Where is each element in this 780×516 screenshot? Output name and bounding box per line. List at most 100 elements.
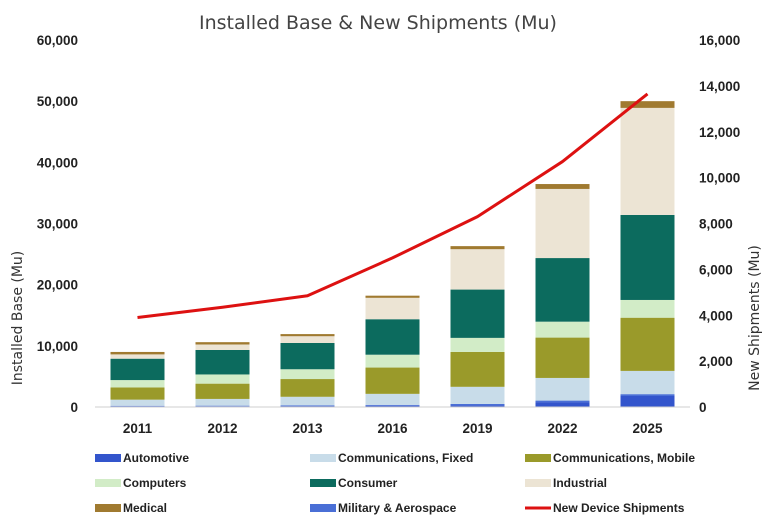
legend-label: Communications, Mobile	[553, 451, 695, 465]
bar-segment	[450, 337, 505, 352]
bar-segment	[450, 249, 505, 290]
legend-swatch	[310, 454, 336, 462]
bar-segment	[110, 358, 165, 381]
y-tick-label: 20,000	[37, 278, 78, 293]
bar-segment	[110, 354, 165, 359]
y2-tick-label: 6,000	[699, 262, 733, 277]
y2-tick-label: 4,000	[699, 308, 733, 323]
right-axis-ticks: 0 2,000 4,000 6,000 8,000 10,000 12,000 14,000 1…	[699, 33, 740, 415]
legend-swatch	[525, 454, 551, 462]
bar-segment	[365, 295, 420, 298]
bar-segment	[450, 246, 505, 250]
bar-segment	[110, 351, 165, 355]
left-axis-label: Installed Base (Mu)	[10, 251, 26, 386]
legend-label: Military & Aerospace	[338, 501, 457, 515]
bar-segment	[365, 405, 420, 407]
bar-segment	[450, 289, 505, 338]
bar-segment	[535, 337, 590, 378]
legend-label: Computers	[123, 476, 187, 490]
left-axis-ticks: 0 10,000 20,000 30,000 40,000 50,000 60,000	[37, 33, 78, 415]
bar-segment	[365, 297, 420, 320]
bar-segment	[280, 342, 335, 370]
bars	[110, 101, 675, 407]
bar-segment	[450, 403, 505, 406]
legend-swatch	[310, 479, 336, 487]
x-tick-label: 2016	[377, 421, 408, 436]
y2-tick-label: 16,000	[699, 33, 740, 48]
bar-segment	[280, 396, 335, 406]
chart-subtitle: Installed Base & New Shipments (Mu)	[199, 12, 557, 34]
bar-segment	[620, 107, 675, 215]
x-tick-label: 2011	[123, 421, 153, 436]
bar-segment	[365, 393, 420, 405]
legend-label: Medical	[123, 501, 167, 515]
bar-segment	[365, 404, 420, 406]
y2-tick-label: 2,000	[699, 354, 733, 369]
y2-tick-label: 14,000	[699, 79, 740, 94]
bar-segment	[620, 317, 675, 371]
right-axis-label: New Shipments (Mu)	[747, 245, 763, 391]
bar-segment	[195, 349, 250, 375]
bar-segment	[620, 370, 675, 395]
y2-tick-label: 12,000	[699, 125, 740, 140]
legend-label: Consumer	[338, 476, 398, 490]
bar-segment	[620, 299, 675, 318]
bar-segment	[280, 379, 335, 397]
bar-segment	[195, 374, 250, 384]
legend-label: New Device Shipments	[553, 501, 685, 515]
bar-segment	[195, 383, 250, 399]
y-tick-label: 30,000	[37, 217, 78, 232]
bar-segment	[195, 398, 250, 406]
x-axis-ticks: 2011 2012 2013 2016 2019 2022 2025	[123, 421, 663, 436]
bar-segment	[280, 405, 335, 407]
shipments-line-group	[137, 92, 649, 320]
bar-segment	[280, 334, 335, 337]
x-tick-label: 2022	[547, 421, 577, 436]
bar-segment	[110, 387, 165, 400]
bar-segment	[620, 395, 675, 407]
y-tick-label: 50,000	[37, 94, 78, 109]
bar-segment	[620, 214, 675, 300]
legend-swatch	[310, 504, 336, 512]
bar-segment	[110, 380, 165, 388]
bar-segment	[365, 367, 420, 394]
legend-label: Automotive	[123, 451, 189, 465]
y2-tick-label: 10,000	[699, 171, 740, 186]
y2-tick-label: 8,000	[699, 217, 733, 232]
bar-segment	[450, 386, 505, 404]
bar-segment	[365, 354, 420, 368]
x-tick-label: 2019	[462, 421, 492, 436]
bar-segment	[535, 188, 590, 259]
y-tick-label: 10,000	[37, 339, 78, 354]
legend-swatch	[95, 479, 121, 487]
bar-segment	[535, 377, 590, 401]
bar-segment	[535, 184, 590, 189]
bar-segment	[280, 336, 335, 343]
bar-segment	[535, 402, 590, 407]
bar-segment	[535, 400, 590, 403]
legend-label: Communications, Fixed	[338, 451, 473, 465]
bar-segment	[535, 321, 590, 338]
shipments-line	[137, 92, 649, 320]
x-tick-label: 2013	[292, 421, 323, 436]
legend-swatch	[95, 454, 121, 462]
legend: Automotive Communications, Fixed Communica…	[95, 451, 695, 515]
y-tick-label: 0	[70, 400, 78, 415]
bar-segment	[450, 405, 505, 407]
bar-segment	[195, 344, 250, 350]
x-tick-label: 2012	[207, 421, 237, 436]
bar-segment	[195, 405, 250, 407]
bar-segment	[620, 394, 675, 396]
bar-segment	[535, 258, 590, 322]
bar-segment	[110, 399, 165, 406]
legend-label: Industrial	[553, 476, 607, 490]
legend-swatch	[525, 479, 551, 487]
y-tick-label: 40,000	[37, 155, 78, 170]
bar-segment	[450, 351, 505, 387]
y-tick-label: 60,000	[37, 33, 78, 48]
bar-segment	[280, 369, 335, 380]
x-tick-label: 2025	[632, 421, 663, 436]
bar-segment	[110, 405, 165, 407]
bar-segment	[195, 342, 250, 345]
